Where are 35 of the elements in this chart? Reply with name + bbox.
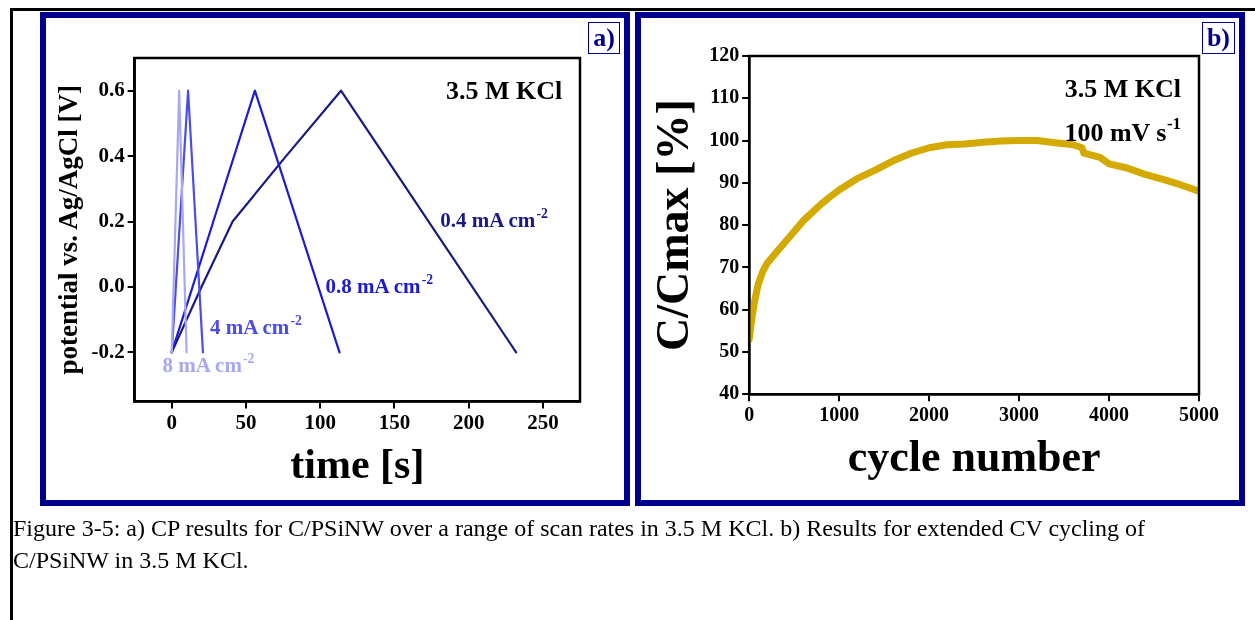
x-axis-title: cycle number	[847, 431, 1101, 481]
x-tick-label: 0	[744, 403, 755, 426]
x-tick-label: 2000	[909, 403, 950, 426]
x-tick-label: 150	[378, 410, 411, 435]
y-tick-label: -0.2	[91, 338, 125, 363]
caption: Figure 3-5: a) CP results for C/PSiNW over a range of scan rates in 3.5 M KCl. b) Results for extended CV cycling of C/PSiNW in 3.5 M KCl.	[13, 514, 1147, 575]
x-tick-label: 50	[235, 410, 257, 435]
x-tick-label: 250	[527, 410, 559, 435]
y-tick-label: 0.6	[98, 77, 125, 102]
y-tick-label: 120	[709, 43, 740, 66]
x-tick-label: 0	[166, 410, 178, 435]
y-tick-label: 100	[709, 127, 740, 150]
x-tick-label: 3000	[999, 403, 1040, 426]
text: a)	[588, 22, 620, 54]
y-tick-label: 70	[719, 254, 740, 277]
y-axis-title: C/Cmax [%]	[647, 99, 699, 351]
annotation: 3.5 M KCl	[445, 76, 563, 106]
y-tick-label: 0.2	[98, 207, 125, 232]
y-tick-label: 0.0	[98, 273, 125, 298]
x-tick-label: 1000	[819, 403, 860, 426]
y-tick-label: 60	[719, 296, 740, 319]
x-axis-title: time [s]	[290, 440, 425, 487]
y-tick-label: 110	[710, 85, 740, 108]
y-tick-label: 0.4	[98, 142, 126, 167]
y-tick-label: 90	[719, 170, 740, 192]
x-tick-label: 200	[452, 410, 485, 435]
y-axis-title: potential vs. Ag/AgCl [V]	[53, 84, 84, 375]
text: b)	[1201, 22, 1235, 54]
x-tick-label: 100	[304, 410, 336, 435]
y-tick-label: 50	[719, 339, 740, 362]
annotation: 3.5 M KCl	[1064, 73, 1182, 103]
x-tick-label: 5000	[1179, 403, 1219, 426]
y-tick-label: 80	[719, 212, 740, 235]
x-tick-label: 4000	[1089, 403, 1130, 426]
y-tick-label: 40	[719, 381, 740, 404]
